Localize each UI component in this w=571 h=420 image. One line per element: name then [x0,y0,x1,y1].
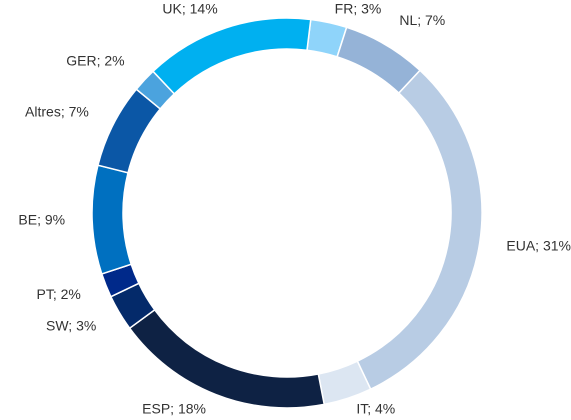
segment-label: IT; 4% [356,401,395,417]
donut-segment [128,308,326,409]
segment-label: ESP; 18% [142,401,206,417]
segment-label: EUA; 31% [506,238,571,254]
segment-label: BE; 9% [18,211,65,227]
segment-label: FR; 3% [335,1,382,17]
segment-label: Altres; 7% [25,104,89,120]
segment-label: NL; 7% [399,12,445,28]
segment-label: UK; 14% [162,1,217,17]
donut-segment [91,164,133,275]
donut-segment [356,69,483,391]
segment-label: GER; 2% [66,52,124,68]
segment-label: PT; 2% [37,286,81,302]
segment-label: SW; 3% [46,317,96,333]
donut-segment [151,17,312,95]
